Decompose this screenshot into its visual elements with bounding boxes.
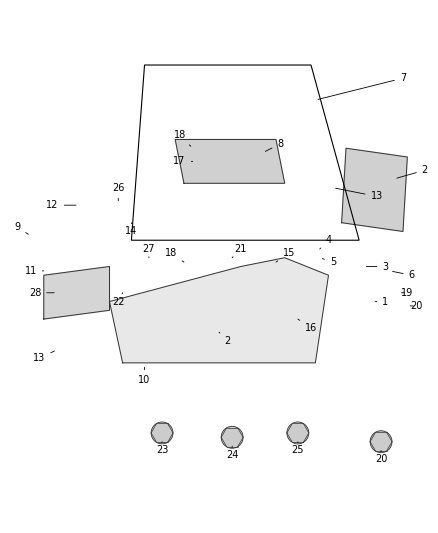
Text: 25: 25: [292, 442, 304, 456]
Text: 15: 15: [276, 248, 295, 262]
Text: 9: 9: [14, 222, 28, 235]
Text: 8: 8: [265, 139, 283, 151]
Polygon shape: [342, 148, 407, 231]
Text: 17: 17: [173, 156, 193, 166]
Text: 16: 16: [298, 319, 317, 333]
Circle shape: [151, 422, 173, 444]
Text: 18: 18: [165, 248, 184, 262]
Text: 7: 7: [318, 73, 406, 99]
Text: 11: 11: [25, 266, 44, 276]
Text: 19: 19: [401, 288, 413, 298]
Text: 6: 6: [392, 270, 415, 280]
Text: 3: 3: [366, 262, 389, 271]
Text: 1: 1: [375, 296, 389, 306]
Polygon shape: [44, 266, 110, 319]
Text: 4: 4: [320, 235, 332, 249]
Text: 13: 13: [336, 188, 383, 201]
Text: 2: 2: [219, 332, 231, 346]
Polygon shape: [110, 258, 328, 363]
Circle shape: [287, 422, 309, 444]
Text: 27: 27: [143, 244, 155, 258]
Circle shape: [370, 431, 392, 453]
Text: 18: 18: [173, 130, 191, 146]
Circle shape: [221, 426, 243, 448]
Text: 26: 26: [112, 183, 124, 201]
Text: 12: 12: [46, 200, 76, 210]
Text: 21: 21: [232, 244, 247, 258]
Text: 10: 10: [138, 367, 151, 385]
Text: 23: 23: [156, 442, 168, 456]
Text: 20: 20: [375, 450, 387, 464]
Text: 14: 14: [125, 223, 138, 237]
Text: 24: 24: [226, 446, 238, 460]
Text: 5: 5: [322, 257, 336, 267]
Polygon shape: [175, 140, 285, 183]
Text: 2: 2: [397, 165, 428, 178]
Text: 22: 22: [112, 293, 124, 306]
Text: 20: 20: [410, 301, 422, 311]
Text: 28: 28: [29, 288, 54, 298]
Text: 13: 13: [33, 351, 54, 364]
